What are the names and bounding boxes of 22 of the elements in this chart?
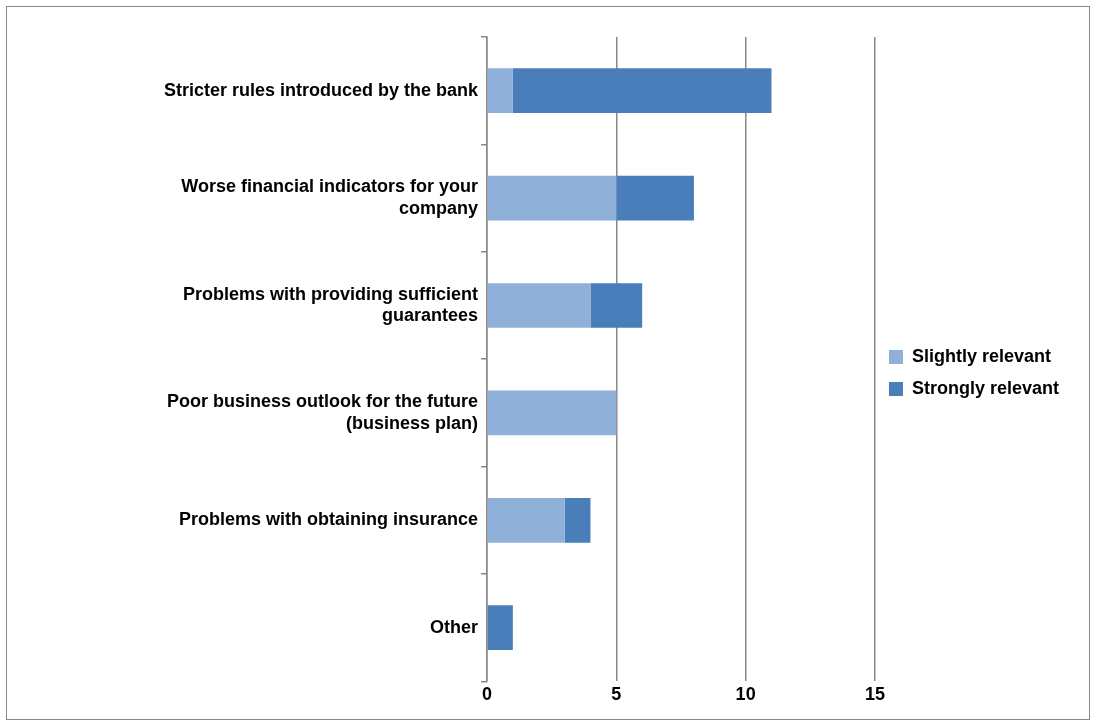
bar (564, 497, 591, 543)
bar (616, 175, 694, 221)
legend-label: Slightly relevant (911, 345, 1052, 366)
bar (487, 390, 617, 436)
bar (487, 497, 565, 543)
x-tick-label: 10 (735, 684, 756, 705)
y-tick-label: Problems with obtaining insurance (178, 509, 478, 530)
bar (487, 68, 513, 114)
y-tick-label: Problems with providing sufficient guarantees (182, 283, 478, 326)
x-tick-label: 0 (481, 684, 493, 705)
y-tick-label: Poor business outlook for the future (business plan) (166, 391, 478, 433)
bar (512, 68, 772, 114)
x-tick-label: 15 (864, 684, 885, 705)
bar (487, 175, 617, 221)
x-tick-label: 5 (611, 684, 622, 705)
y-tick-label: Stricter rules introduced by the bank (163, 79, 479, 100)
legend-label: Strongly relevant (911, 377, 1060, 398)
bar (487, 283, 591, 328)
y-tick-label: Worse financial indicators for your company (181, 176, 478, 218)
bar (487, 605, 513, 651)
bar (590, 283, 643, 328)
y-tick-label: Other (429, 616, 478, 637)
